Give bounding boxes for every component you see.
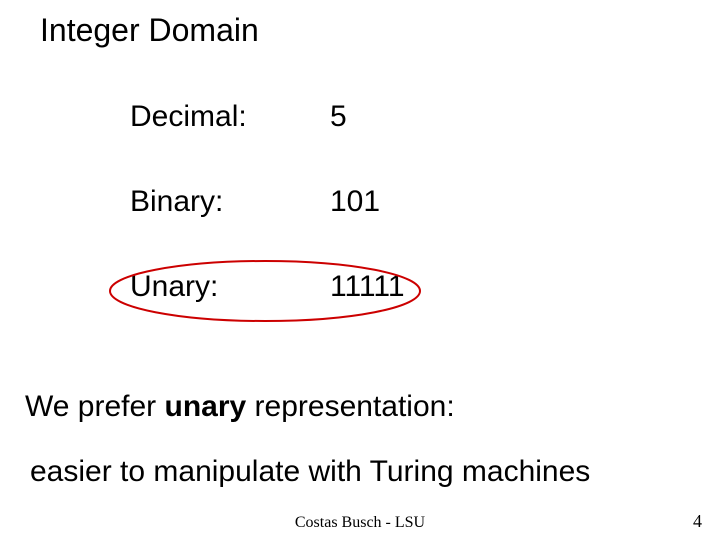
binary-label: Binary: [130,185,223,219]
footer-credit: Costas Busch - LSU [0,514,720,532]
manipulate-line: easier to manipulate with Turing machine… [30,455,590,489]
prefer-post: representation: [246,390,454,423]
prefer-line: We prefer unary representation: [25,390,455,424]
prefer-pre: We prefer [25,390,165,423]
unary-value: 11111 [330,270,405,304]
slide: Integer Domain Decimal: 5 Binary: 101 Un… [0,0,720,540]
slide-title: Integer Domain [40,12,259,49]
page-number: 4 [693,511,702,532]
unary-label: Unary: [130,270,218,304]
binary-value: 101 [330,185,380,219]
decimal-value: 5 [330,100,347,134]
decimal-label: Decimal: [130,100,247,134]
prefer-unary: unary [165,390,247,423]
